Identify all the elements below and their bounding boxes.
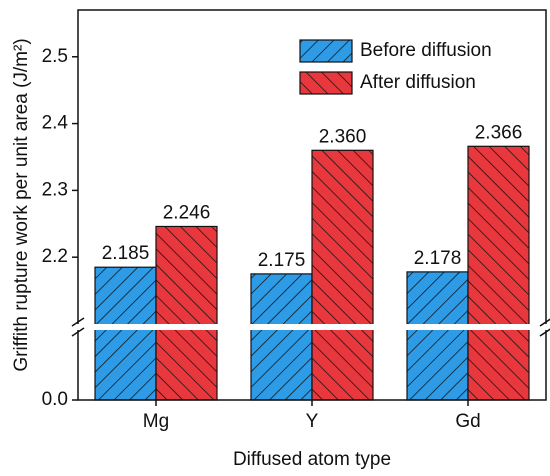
bar bbox=[155, 225, 218, 401]
x-tick-label: Mg bbox=[143, 411, 169, 432]
bar bbox=[406, 271, 469, 401]
legend: Before diffusion After diffusion bbox=[299, 39, 492, 95]
y-tick-label: 0.0 bbox=[42, 389, 68, 410]
value-label: 2.360 bbox=[319, 126, 367, 147]
legend-swatch bbox=[299, 71, 353, 95]
break-mark bbox=[71, 317, 85, 327]
plot-frame bbox=[77, 9, 547, 401]
value-label: 2.175 bbox=[258, 250, 306, 271]
x-axis-label: Diffused atom type bbox=[233, 449, 391, 470]
bar bbox=[467, 145, 530, 401]
legend-label: Before diffusion bbox=[360, 40, 492, 61]
value-label: 2.185 bbox=[102, 243, 150, 264]
y-tick-label: 2.4 bbox=[42, 113, 69, 134]
x-tick-label: Gd bbox=[455, 411, 480, 432]
value-label: 2.366 bbox=[475, 122, 523, 143]
break-mark bbox=[71, 327, 85, 337]
legend-label: After diffusion bbox=[360, 72, 476, 93]
y-axis-label: Griffith rupture work per unit area (J/m… bbox=[11, 38, 32, 371]
bar bbox=[250, 273, 313, 401]
value-label: 2.246 bbox=[163, 202, 211, 223]
break-mark bbox=[539, 328, 550, 337]
axis-break-gap bbox=[76, 324, 548, 330]
bar bbox=[311, 149, 374, 401]
y-tick-label: 2.3 bbox=[42, 179, 68, 200]
bar bbox=[94, 266, 157, 401]
y-tick-label: 2.5 bbox=[42, 46, 68, 67]
break-mark bbox=[539, 318, 550, 327]
value-label: 2.178 bbox=[414, 248, 462, 269]
x-tick-label: Y bbox=[306, 411, 319, 432]
y-tick-label: 2.2 bbox=[42, 246, 68, 267]
legend-swatch bbox=[299, 39, 353, 63]
